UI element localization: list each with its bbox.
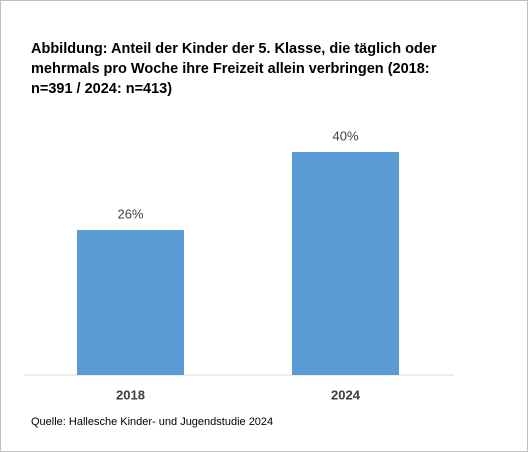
x-tick-label: 2018 — [116, 387, 145, 402]
value-label: 26% — [117, 206, 143, 221]
bar — [77, 230, 184, 375]
source-note: Quelle: Hallesche Kinder- und Jugendstud… — [31, 416, 273, 428]
chart-title: Abbildung: Anteil der Kinder der 5. Klas… — [31, 41, 437, 97]
value-label: 40% — [332, 128, 358, 143]
x-tick-label: 2024 — [331, 387, 361, 402]
bar — [292, 152, 399, 375]
